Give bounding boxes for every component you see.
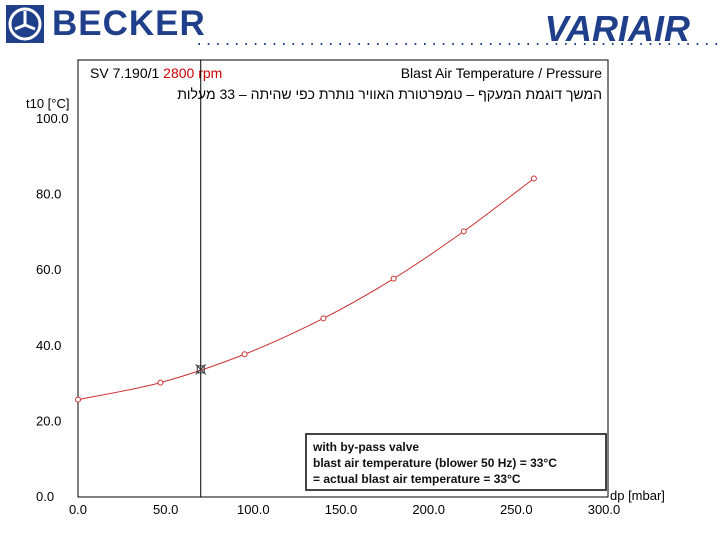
x-tick-label: 300.0 (588, 502, 621, 517)
y-tick-label: 80.0 (36, 187, 61, 202)
x-tick-label: 150.0 (325, 502, 358, 517)
data-point (157, 379, 164, 386)
data-point (460, 228, 467, 235)
x-axis-label: dp [mbar] (610, 488, 665, 503)
data-point (241, 351, 248, 358)
note-line-2: blast air temperature (blower 50 Hz) = 3… (313, 456, 557, 470)
variair-logo: VARIAIR (544, 8, 690, 49)
becker-emblem-icon (6, 5, 44, 43)
y-tick-label: 20.0 (36, 413, 61, 428)
x-tick-label: 200.0 (412, 502, 445, 517)
becker-logo: BECKER (6, 4, 206, 44)
y-tick-label: 0.0 (36, 489, 54, 504)
note-line-1: with by-pass valve (313, 440, 420, 454)
data-point (75, 396, 81, 403)
hebrew-subtitle: המשך דוגמת המעקף – טמפרטורת האוויר נותרת… (177, 86, 602, 102)
y-axis-label: t10 [°C] (26, 96, 70, 111)
x-tick-label: 100.0 (237, 502, 270, 517)
header-dotted-rule: ........................................… (195, 38, 720, 46)
rpm-value: 2800 rpm (163, 65, 223, 81)
series-line (77, 178, 535, 401)
data-point (390, 275, 397, 282)
plot-frame (77, 59, 609, 498)
operating-point-marker (195, 364, 207, 375)
x-tick-label: 0.0 (69, 502, 87, 517)
data-point (530, 175, 537, 182)
chart-title: Blast Air Temperature / Pressure (400, 65, 602, 81)
bypass-note: with by-pass valve blast air temperature… (305, 433, 607, 491)
model-line: SV 7.190/1 2800 rpm (90, 65, 222, 81)
x-tick-label: 250.0 (500, 502, 533, 517)
y-tick-label: 40.0 (36, 338, 61, 353)
x-tick-label: 50.0 (153, 502, 178, 517)
y-tick-label: 100.0 (36, 111, 69, 126)
becker-wordmark: BECKER (52, 4, 206, 43)
note-line-3: = actual blast air temperature = 33°C (313, 472, 521, 486)
y-tick-label: 60.0 (36, 262, 61, 277)
data-point (320, 315, 327, 322)
model-name: SV 7.190/1 (90, 65, 160, 81)
